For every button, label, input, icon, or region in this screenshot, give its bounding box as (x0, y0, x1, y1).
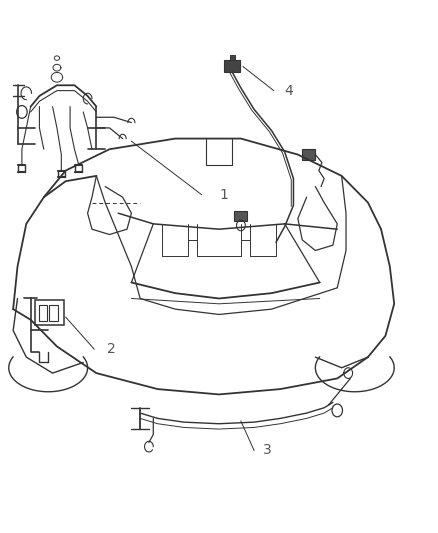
FancyBboxPatch shape (224, 60, 240, 72)
Text: 4: 4 (285, 84, 293, 98)
Text: 2: 2 (107, 342, 116, 356)
FancyBboxPatch shape (302, 149, 315, 160)
Text: 3: 3 (263, 443, 272, 457)
FancyBboxPatch shape (234, 211, 247, 221)
FancyBboxPatch shape (230, 55, 235, 60)
Text: 1: 1 (219, 188, 228, 201)
